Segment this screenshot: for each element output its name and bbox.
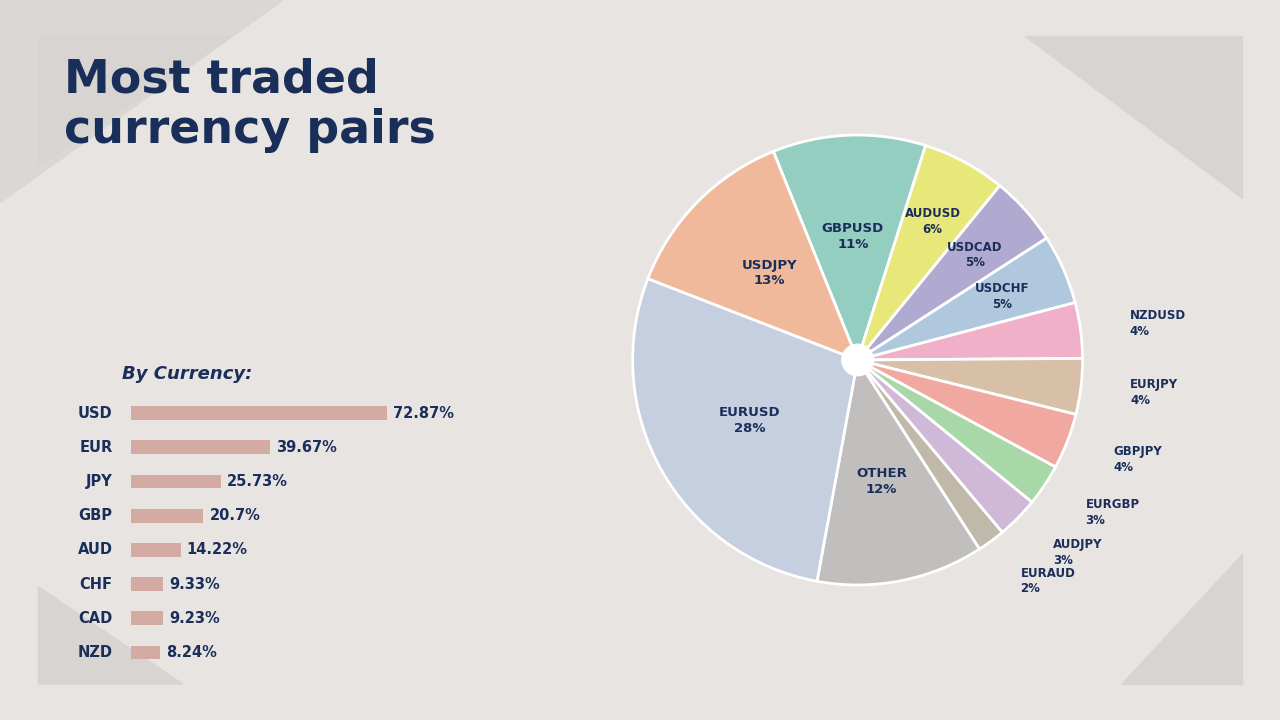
Text: USDJPY
13%: USDJPY 13% (741, 259, 797, 287)
Polygon shape (0, 0, 282, 202)
Text: Most traded
currency pairs: Most traded currency pairs (64, 58, 435, 153)
Polygon shape (1121, 554, 1242, 684)
Wedge shape (858, 145, 1000, 360)
Wedge shape (858, 360, 1056, 502)
Wedge shape (648, 151, 858, 360)
Wedge shape (858, 238, 1075, 360)
Text: OTHER
12%: OTHER 12% (856, 467, 908, 495)
Text: EURAUD
2%: EURAUD 2% (1020, 567, 1075, 595)
Text: 20.7%: 20.7% (210, 508, 260, 523)
Text: GBP: GBP (78, 508, 113, 523)
Text: 8.24%: 8.24% (165, 645, 216, 660)
Text: AUDJPY
3%: AUDJPY 3% (1053, 539, 1102, 567)
Bar (131, 577, 164, 591)
Circle shape (842, 344, 873, 376)
Text: CHF: CHF (79, 577, 113, 592)
Bar (131, 406, 387, 420)
Polygon shape (1025, 36, 1242, 198)
Wedge shape (632, 279, 858, 581)
Text: 9.23%: 9.23% (169, 611, 220, 626)
Bar (131, 543, 180, 557)
Polygon shape (38, 587, 183, 684)
Text: GBPJPY
4%: GBPJPY 4% (1114, 445, 1162, 474)
Text: EURGBP
3%: EURGBP 3% (1085, 498, 1139, 527)
Wedge shape (773, 135, 925, 360)
Text: 14.22%: 14.22% (187, 542, 247, 557)
Text: NZD: NZD (78, 645, 113, 660)
Text: USD: USD (78, 405, 113, 420)
Text: AUDUSD
6%: AUDUSD 6% (905, 207, 960, 235)
Text: 25.73%: 25.73% (227, 474, 288, 489)
Bar (131, 441, 270, 454)
Bar (131, 646, 160, 660)
Text: 39.67%: 39.67% (276, 440, 337, 455)
Wedge shape (858, 302, 1083, 360)
Text: By Currency:: By Currency: (123, 365, 252, 383)
Text: 72.87%: 72.87% (393, 405, 453, 420)
Text: JPY: JPY (86, 474, 113, 489)
Bar (131, 509, 204, 523)
Text: EUR: EUR (79, 440, 113, 455)
Polygon shape (38, 36, 230, 166)
Text: NZDUSD
4%: NZDUSD 4% (1130, 310, 1185, 338)
Bar (131, 611, 163, 625)
Text: USDCAD
5%: USDCAD 5% (947, 240, 1002, 269)
Text: EURUSD
28%: EURUSD 28% (719, 406, 781, 435)
Text: GBPUSD
11%: GBPUSD 11% (822, 222, 884, 251)
Wedge shape (858, 359, 1083, 415)
Wedge shape (858, 360, 1002, 549)
Text: AUD: AUD (78, 542, 113, 557)
Wedge shape (817, 360, 979, 585)
Wedge shape (858, 360, 1076, 467)
Text: EURJPY
4%: EURJPY 4% (1130, 378, 1179, 407)
Wedge shape (858, 186, 1047, 360)
Wedge shape (858, 360, 1032, 532)
Text: 9.33%: 9.33% (169, 577, 220, 592)
Text: CAD: CAD (78, 611, 113, 626)
Text: USDCHF
5%: USDCHF 5% (974, 282, 1029, 311)
Bar (131, 474, 221, 488)
